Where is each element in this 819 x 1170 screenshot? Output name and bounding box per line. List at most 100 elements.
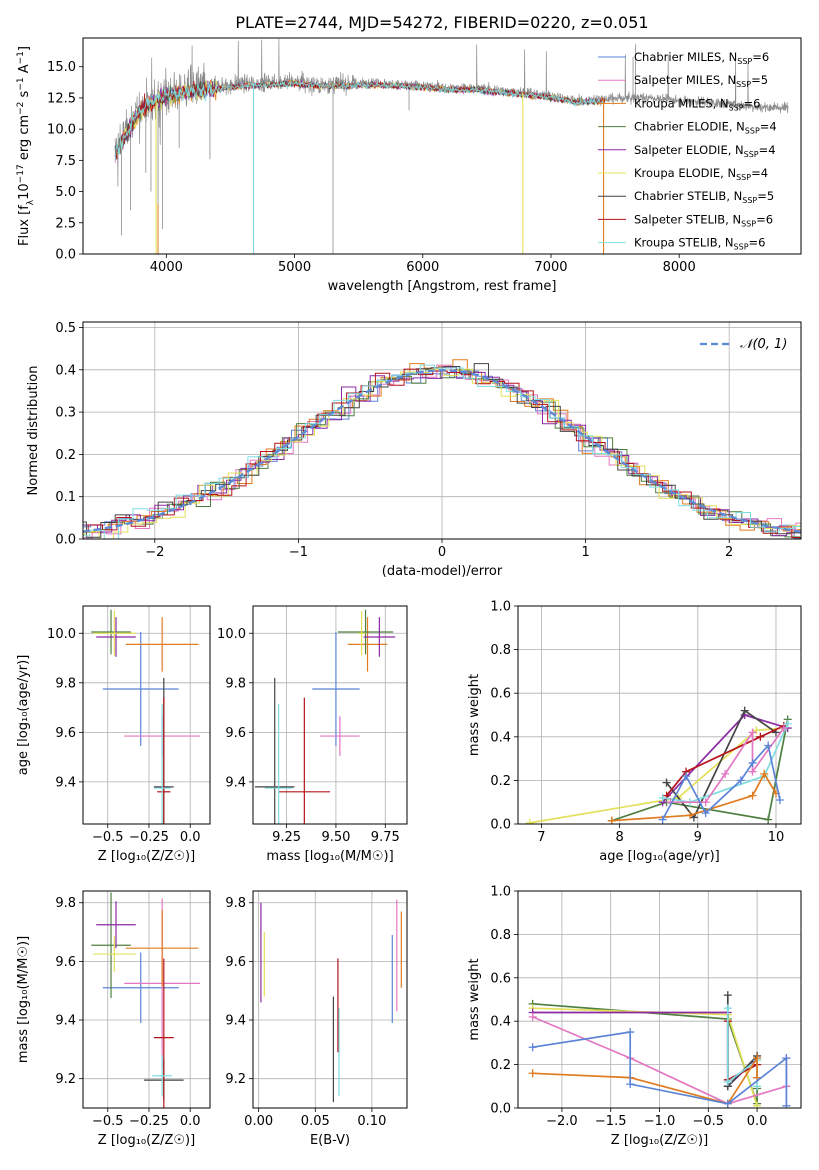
weight-marker xyxy=(736,776,745,785)
y-tick-label: 9.6 xyxy=(55,726,76,741)
x-tick-label: −1 xyxy=(289,545,308,560)
y-tick-label: 1.0 xyxy=(490,600,511,615)
weight-series xyxy=(528,999,762,1108)
figure-title: PLATE=2744, MJD=54272, FIBERID=0220, z=0… xyxy=(235,13,648,32)
y-tick-label: 10.0 xyxy=(217,627,246,642)
weight-series xyxy=(658,741,784,824)
x-tick-label: 5000 xyxy=(278,260,311,275)
errorbar-point xyxy=(264,703,293,824)
legend-label-sub: SSP xyxy=(734,243,749,252)
y-tick-label: 2.5 xyxy=(55,216,76,231)
errorbar-point xyxy=(92,610,136,656)
x-tick-label: −0.5 xyxy=(693,1114,725,1129)
y-axis-label-part: ] xyxy=(17,46,32,51)
legend-entry: Chabrier STELIB, NSSP=5 xyxy=(598,189,774,205)
errorbar-point xyxy=(347,617,388,672)
x-axis-label: Z [log₁₀(Z/Z☉)] xyxy=(98,849,195,864)
errorbar-point xyxy=(357,610,366,656)
x-tick-label: 0.10 xyxy=(357,1114,386,1129)
legend-label-tail: =6 xyxy=(749,236,766,250)
x-tick-label: 0.0 xyxy=(180,830,201,845)
x-tick-label: 0 xyxy=(438,545,446,560)
legend-label-sub: SSP xyxy=(729,103,744,112)
y-tick-label: 0.6 xyxy=(490,687,511,702)
legend-entry: Chabrier MILES, NSSP=6 xyxy=(598,50,769,66)
x-tick-label: 9 xyxy=(694,830,702,845)
x-tick-label: 7 xyxy=(537,830,545,845)
y-tick-label: 9.6 xyxy=(225,955,246,970)
y-axis-label-part: −1 xyxy=(16,51,26,64)
weight-marker xyxy=(723,1004,732,1013)
weight-marker xyxy=(701,798,710,807)
x-tick-label: 8 xyxy=(615,830,623,845)
errorbar-point xyxy=(102,632,179,746)
weight-marker xyxy=(748,791,757,800)
tick-group: 4000 5000 6000 7000 8000 0.0 2.5 5.0 7.5 10.0 12.5… xyxy=(47,60,696,275)
weight-series xyxy=(723,991,762,1091)
legend-label: Chabrier STELIB, NSSP=5 xyxy=(634,189,774,205)
weight-marker xyxy=(626,1080,635,1089)
legend-label-main: Salpeter STELIB, N xyxy=(634,212,741,226)
errorbar-point xyxy=(125,617,199,672)
y-tick-label: 9.8 xyxy=(55,676,76,691)
axes-frame xyxy=(252,890,408,1109)
Z-weights-panel: −2.0 −1.5 −1.0 −0.5 0.0 0.0 0.2 0.4 0.6 0.8 1.0 Z [… xyxy=(467,885,802,1148)
weight-marker xyxy=(748,767,757,776)
y-tick-label: 9.6 xyxy=(55,955,76,970)
y-axis-label-part: 10 xyxy=(17,183,32,200)
errorbars xyxy=(254,609,396,824)
legend-entry: Kroupa ELODIE, NSSP=4 xyxy=(598,166,768,182)
axes-frame xyxy=(82,890,211,1109)
weight-line xyxy=(611,719,789,822)
weight-marker xyxy=(753,1054,762,1063)
weight-marker xyxy=(756,732,765,741)
spectrum-model-line xyxy=(114,80,606,161)
x-tick-label: 6000 xyxy=(406,260,439,275)
tick-group: 0.00 0.05 0.10 9.2 9.4 9.6 9.8 xyxy=(225,891,407,1129)
legend-label-main: Chabrier MILES, N xyxy=(634,50,737,64)
weight-marker xyxy=(782,1101,791,1108)
y-tick-label: 9.4 xyxy=(225,1014,246,1029)
legend-label: Salpeter MILES, NSSP=5 xyxy=(634,73,768,89)
weight-marker xyxy=(626,1028,635,1037)
y-tick-label: 0.6 xyxy=(490,971,511,986)
y-axis-label-part: −2 xyxy=(16,102,26,115)
weight-marker xyxy=(658,815,667,824)
histogram-series xyxy=(83,366,801,537)
weight-marker xyxy=(753,1082,762,1091)
y-axis-label-part: erg cm xyxy=(17,115,32,164)
y-axis-label: mass weight xyxy=(467,674,482,756)
weight-marker xyxy=(760,769,769,778)
legend-label: Kroupa ELODIE, NSSP=4 xyxy=(634,166,768,182)
legend-label-main: Salpeter ELODIE, N xyxy=(634,143,744,157)
weight-marker xyxy=(783,719,792,728)
y-axis-label-part: λ xyxy=(26,199,36,205)
weight-marker xyxy=(753,1101,762,1108)
weight-marker xyxy=(528,1043,537,1052)
legend-label-main: Kroupa ELODIE, N xyxy=(634,166,736,180)
weight-marker xyxy=(723,1077,732,1086)
weight-series xyxy=(528,1004,762,1108)
legend-label-tail: =4 xyxy=(751,166,768,180)
legend-label-main: Chabrier ELODIE, N xyxy=(634,120,745,134)
weight-marker xyxy=(701,809,710,818)
weight-marker xyxy=(607,816,616,824)
y-tick-label: 9.2 xyxy=(225,1072,246,1087)
legend-label: Salpeter ELODIE, NSSP=4 xyxy=(634,143,776,159)
gaussian-reference-curve xyxy=(83,369,801,533)
y-tick-label: 5.0 xyxy=(55,185,76,200)
weight-marker xyxy=(764,815,773,824)
errorbars xyxy=(260,899,402,1103)
histogram-series xyxy=(83,368,801,539)
weight-line xyxy=(532,1002,758,1104)
errorbar-point xyxy=(152,1055,173,1097)
tick-group: −0.5 −0.25 0.0 9.2 9.4 9.6 9.8 xyxy=(55,891,210,1129)
tick-group: −2 −1 0 1 2 0.0 0.1 0.2 0.3 0.4 0.5 xyxy=(55,321,801,560)
tick-group: 9.25 9.50 9.75 9.4 9.6 9.8 10.0 xyxy=(217,606,407,845)
weight-marker xyxy=(685,811,694,820)
y-tick-label: 0.8 xyxy=(490,928,511,943)
y-axis-label-part: Flux [f xyxy=(17,205,32,246)
errorbar-point xyxy=(312,632,360,746)
legend-entry: Salpeter STELIB, NSSP=6 xyxy=(598,212,773,228)
